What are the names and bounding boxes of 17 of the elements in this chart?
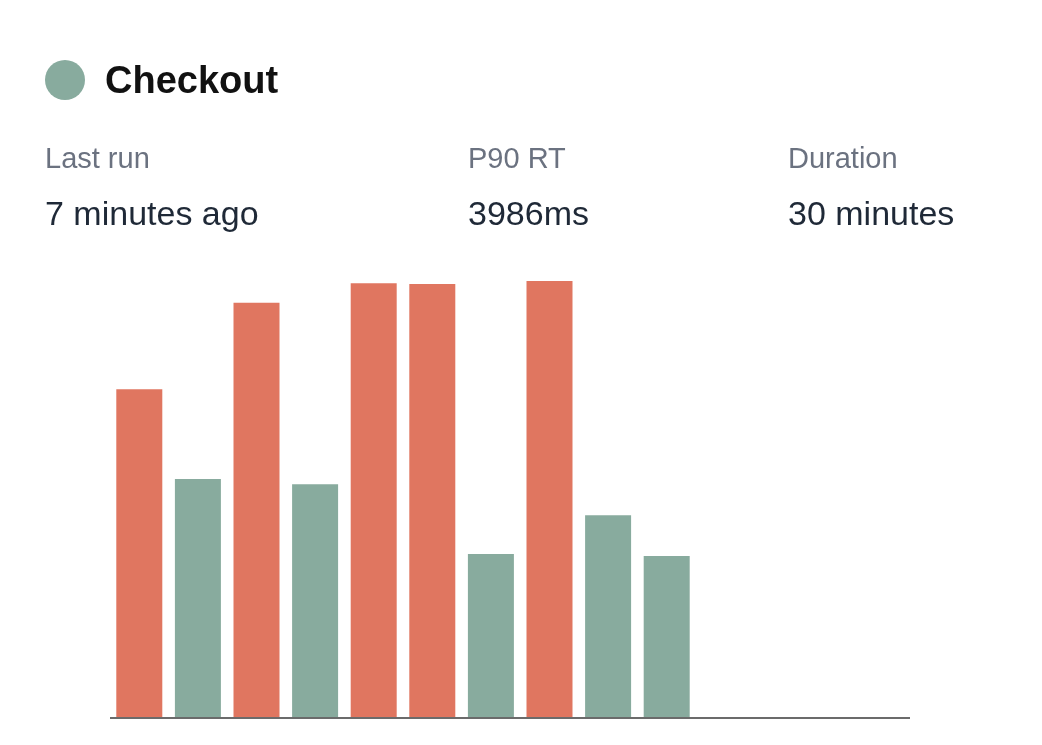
- bar: [174, 478, 221, 717]
- text: 3986ms: [468, 194, 589, 233]
- text: Duration: [788, 142, 898, 175]
- chart-title: Checkout: [105, 58, 279, 103]
- bar: [350, 283, 397, 717]
- text: Last run: [45, 142, 150, 175]
- bar: [292, 484, 339, 717]
- text: 30 minutes: [788, 194, 955, 233]
- bar: [643, 556, 690, 717]
- text: P90 RT: [468, 142, 566, 175]
- bar: [526, 281, 573, 717]
- bar: [585, 515, 632, 717]
- bar: [116, 389, 163, 717]
- bar: [409, 284, 456, 717]
- bar: [233, 302, 280, 717]
- bar: [467, 553, 514, 717]
- text: 7 minutes ago: [45, 194, 259, 233]
